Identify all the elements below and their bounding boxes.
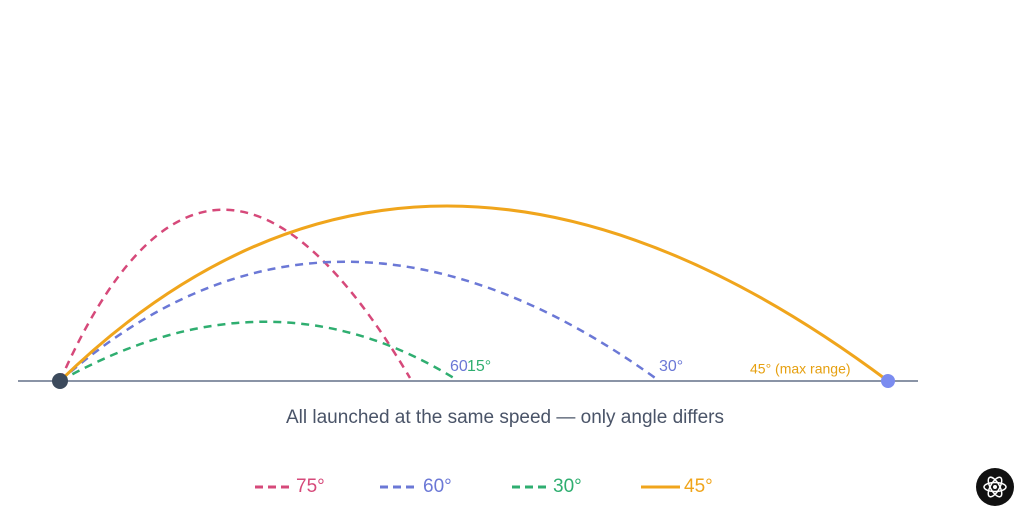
landing-point (881, 374, 895, 388)
caption: All launched at the same speed — only an… (286, 407, 724, 428)
legend-label: 45° (684, 476, 713, 497)
trajectory-45 (58, 204, 889, 383)
trajectory-60 (59, 260, 659, 382)
logo (976, 468, 1014, 506)
launch-point (52, 373, 68, 389)
end-label: 30° (659, 358, 683, 375)
trajectory-75 (58, 208, 412, 382)
end-label: 15° (467, 358, 491, 375)
trajectory-30 (59, 320, 458, 383)
end-label: 45° (max range) (750, 361, 851, 377)
end-label: 60 (450, 358, 468, 375)
legend-label: 75° (296, 476, 325, 497)
legend-label: 30° (553, 476, 582, 497)
legend-label: 60° (423, 476, 452, 497)
